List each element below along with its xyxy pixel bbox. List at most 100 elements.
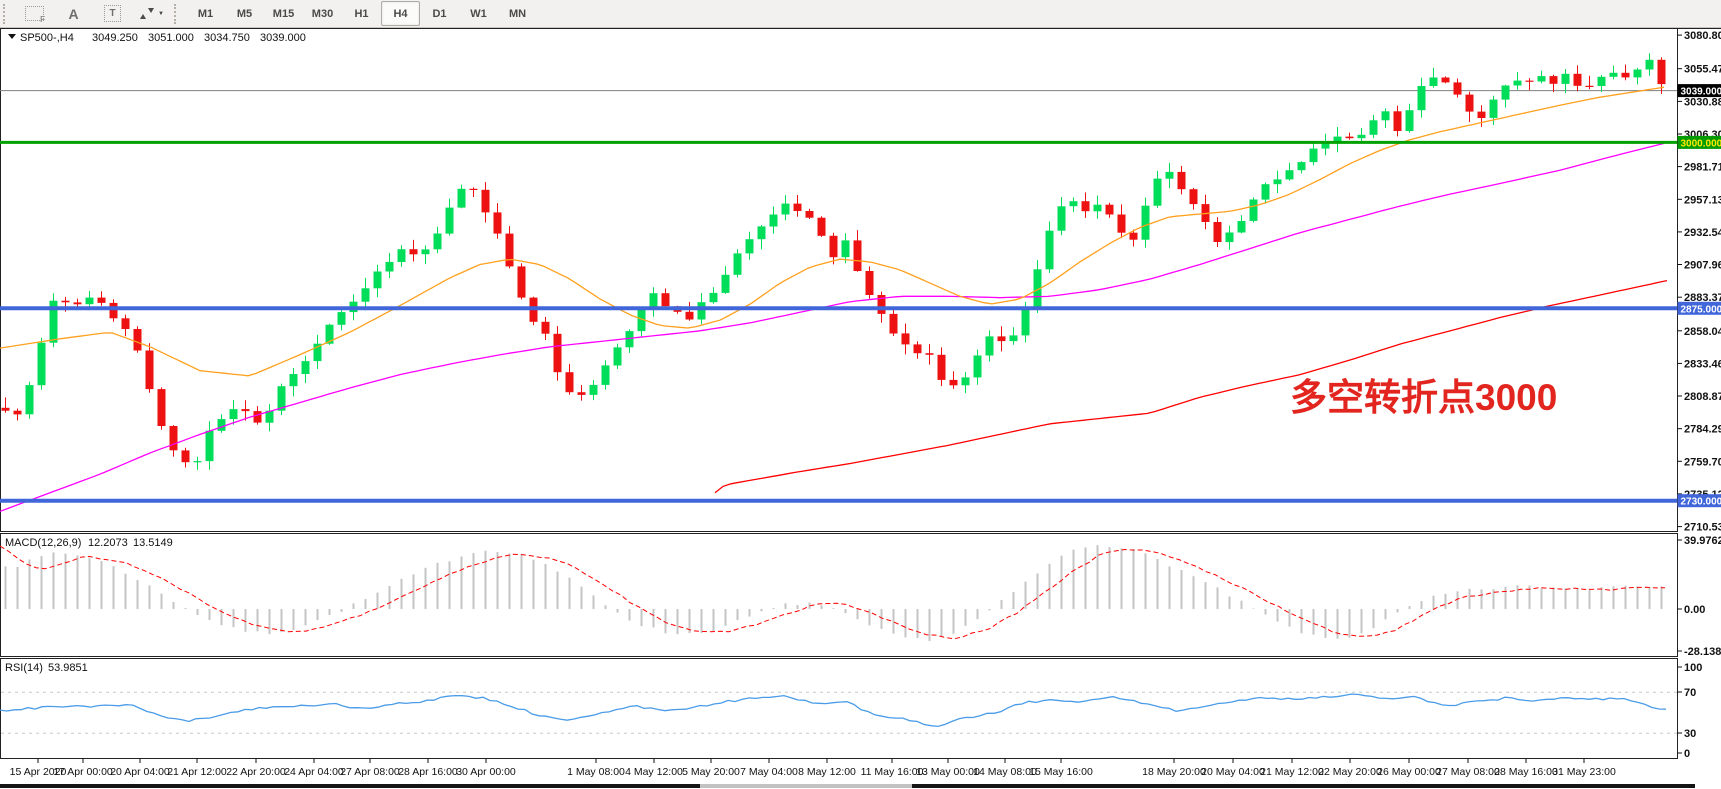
text-tool-button[interactable]: T — [93, 1, 132, 26]
toolbar-grip-handle-2[interactable] — [174, 3, 181, 24]
candle-body-down — [109, 302, 118, 319]
horizontal-levels-layer[interactable] — [0, 140, 1677, 503]
candle-body-up — [1501, 85, 1510, 100]
main-chart-panel[interactable] — [0, 28, 1678, 532]
tf-button-h4[interactable]: H4 — [381, 1, 420, 26]
candle-body-up — [589, 384, 598, 395]
timeframe-buttons: M1 M5 M15 M30 H1 H4 D1 W1 MN — [186, 1, 537, 26]
candle-body-up — [1273, 179, 1282, 185]
price-tick-label: 3080.800 — [1684, 30, 1721, 42]
tf-button-m5[interactable]: M5 — [236, 7, 253, 20]
ma-line-red — [714, 279, 1668, 494]
candle-body-up — [1141, 205, 1150, 240]
candle-body-up — [709, 292, 718, 303]
candle-body-up — [1333, 136, 1342, 143]
candle-body-up — [1429, 77, 1438, 86]
macd-value-2: 13.5149 — [133, 537, 173, 549]
tf-button-m1[interactable]: M1 — [197, 7, 214, 20]
candle-body-up — [1237, 221, 1246, 233]
candle-body-up — [1321, 142, 1330, 149]
candle-body-up — [217, 419, 226, 431]
horizontal-scrollbar-thumb[interactable] — [700, 784, 912, 788]
candle-body-up — [1561, 73, 1570, 84]
candle-body-up — [361, 288, 370, 302]
candle-body-up — [781, 203, 790, 215]
candle-body-up — [1405, 110, 1414, 131]
candle-body-up — [1513, 80, 1522, 86]
candle-body-up — [457, 188, 466, 208]
tf-button-d1[interactable]: D1 — [432, 7, 447, 20]
candle-body-down — [1465, 94, 1474, 112]
candle-body-down — [565, 372, 574, 393]
candle-body-down — [793, 203, 802, 211]
candle-body-down — [853, 240, 862, 271]
chart-title-low: 3034.750 — [204, 32, 250, 44]
candle-body-down — [61, 300, 70, 303]
candle-body-up — [1537, 76, 1546, 82]
frame-tool-button[interactable]: F — [15, 1, 54, 26]
candle-body-up — [697, 302, 706, 320]
tf-button-mn[interactable]: MN — [508, 7, 527, 20]
macd-panel[interactable] — [0, 533, 1678, 657]
candles-layer[interactable] — [1, 53, 1666, 470]
candle-body-up — [613, 347, 622, 366]
toolbar-grip-handle[interactable] — [3, 3, 10, 24]
candle-body-down — [13, 410, 22, 415]
rsi-panel[interactable] — [0, 658, 1678, 759]
candle-body-up — [421, 249, 430, 255]
time-axis-label: 31 May 23:00 — [1552, 766, 1616, 778]
tf-button-w1[interactable]: W1 — [470, 7, 487, 20]
tf-button-h1[interactable]: H1 — [354, 7, 369, 20]
candle-body-up — [25, 385, 34, 415]
time-axis-background[interactable] — [0, 759, 1677, 783]
macd-axis-label: 0.00 — [1684, 604, 1705, 616]
time-axis-label: 22 Apr 20:00 — [226, 766, 286, 778]
symbol-dropdown-arrow-icon[interactable] — [8, 34, 16, 39]
arrows-tool-button[interactable]: ▼ — [132, 1, 171, 26]
tf-button-m15[interactable]: M15 — [272, 7, 295, 20]
candle-body-down — [1585, 85, 1594, 87]
candle-body-up — [733, 253, 742, 275]
time-axis-label: 20 Apr 04:00 — [110, 766, 170, 778]
macd-label: MACD(12,26,9) — [5, 537, 81, 549]
candle-body-down — [97, 297, 106, 303]
price-tick-label: 2957.130 — [1684, 194, 1721, 206]
price-axis-background[interactable] — [1678, 29, 1721, 758]
candle-body-up — [1021, 308, 1030, 336]
candle-body-up — [721, 274, 730, 293]
candle-body-up — [1249, 199, 1258, 221]
tf-button-m30[interactable]: M30 — [311, 7, 334, 20]
candle-body-up — [277, 386, 286, 411]
candle-body-down — [1525, 80, 1534, 82]
time-axis-label: 14 May 08:00 — [973, 766, 1037, 778]
candle-body-up — [397, 249, 406, 262]
candle-body-up — [49, 300, 58, 343]
price-tick-label: 2858.045 — [1684, 326, 1721, 338]
candle-body-up — [973, 355, 982, 378]
letter-a-icon: A — [68, 5, 79, 22]
candle-body-up — [1045, 230, 1054, 270]
candle-body-up — [1093, 204, 1102, 212]
candle-body-up — [1357, 134, 1366, 139]
candle-body-up — [433, 233, 442, 250]
price-axis[interactable]: 3080.8003055.4703030.8853006.3002981.715… — [1677, 29, 1721, 758]
candle-body-up — [1153, 178, 1162, 206]
candle-body-down — [1393, 111, 1402, 131]
chart-title-symbol: SP500-,H4 — [20, 32, 74, 44]
moving-averages-layer — [0, 86, 1668, 513]
candle-body-down — [133, 329, 142, 351]
rsi-axis-label: 0 — [1684, 748, 1690, 760]
text-label-tool-button[interactable]: A — [54, 1, 93, 26]
arrows-icon — [140, 8, 155, 19]
annotation-text: 多空转折点3000 — [1290, 377, 1557, 418]
candle-body-down — [517, 266, 526, 298]
candle-body-up — [1057, 206, 1066, 231]
candle-body-down — [493, 212, 502, 234]
candle-body-down — [901, 333, 910, 345]
candle-body-up — [205, 430, 214, 462]
candle-body-up — [265, 410, 274, 423]
candle-body-down — [1189, 189, 1198, 205]
candle-body-up — [1489, 99, 1498, 118]
